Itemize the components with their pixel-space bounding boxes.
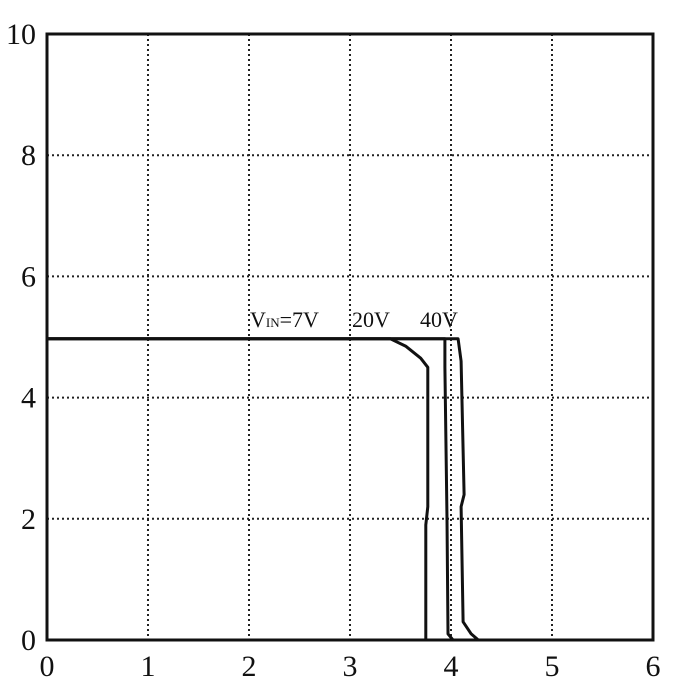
y-tick-label: 8: [21, 139, 36, 172]
curves: [47, 337, 653, 642]
y-tick-label: 4: [21, 382, 36, 415]
series-line-0: [47, 337, 430, 640]
x-axis-ticks: 0 1 2 3 4 5 6: [40, 650, 661, 683]
x-tick-label: 4: [444, 650, 459, 683]
x-tick-label: 3: [343, 650, 358, 683]
x-tick-label: 5: [545, 650, 560, 683]
y-tick-label: 6: [21, 260, 36, 293]
y-tick-label: 2: [21, 503, 36, 536]
x-tick-label: 1: [141, 650, 156, 683]
y-tick-label: 0: [21, 624, 36, 657]
series-label-7v: VIN=7V: [250, 307, 319, 332]
series-label-40v: 40V: [420, 307, 458, 332]
x-tick-label: 0: [40, 650, 55, 683]
series-line-2: [47, 337, 653, 642]
y-axis-ticks: 0 2 4 6 8 10: [6, 18, 36, 657]
series-label-20v: 20V: [352, 307, 390, 332]
plot-frame: [45, 32, 655, 642]
gridlines: [47, 34, 653, 640]
x-tick-label: 2: [242, 650, 257, 683]
y-tick-label: 10: [6, 18, 36, 51]
x-tick-label: 6: [646, 650, 661, 683]
